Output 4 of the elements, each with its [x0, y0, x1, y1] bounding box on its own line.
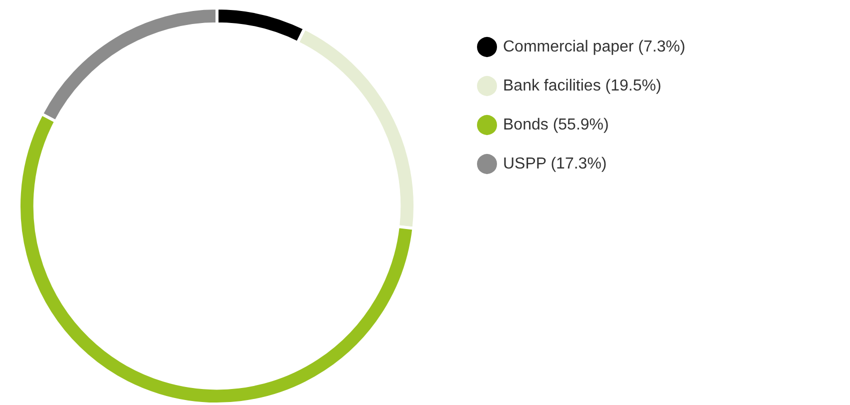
legend-label: Bank facilities (19.5%) — [503, 78, 662, 94]
legend-label: USPP (17.3%) — [503, 156, 607, 172]
legend-label: Commercial paper (7.3%) — [503, 38, 686, 56]
legend-label: Bonds (55.9%) — [503, 116, 609, 134]
